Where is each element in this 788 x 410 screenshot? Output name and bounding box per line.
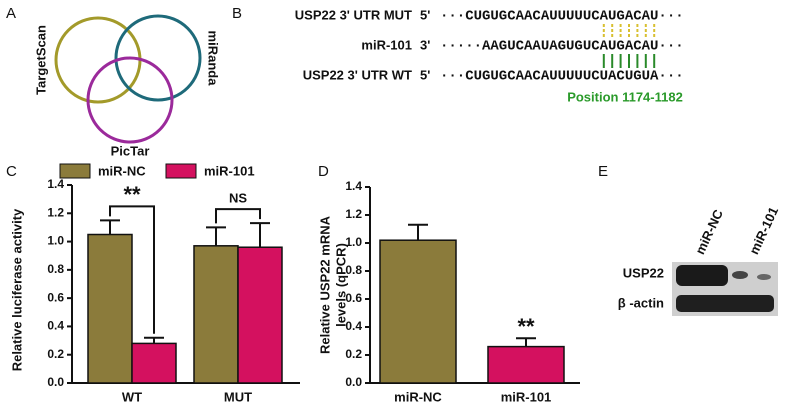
bar xyxy=(237,246,283,384)
y-tick-label: 1.2 xyxy=(47,205,64,219)
position-label: Position 1174-1182 xyxy=(567,89,683,104)
band-label: USP22 xyxy=(623,265,664,280)
sequence-label: USP22 3' UTR WT xyxy=(303,67,412,82)
y-axis-label: Relative USP22 mRNA xyxy=(317,215,332,354)
panel-label: E xyxy=(598,163,608,180)
y-tick-label: 0.4 xyxy=(47,319,64,333)
y-tick-label: 1.4 xyxy=(47,177,64,191)
x-tick-label: WT xyxy=(122,389,142,404)
venn-label: miRanda xyxy=(206,31,221,87)
panel-label: C xyxy=(6,163,17,180)
y-tick-label: 0.0 xyxy=(345,375,362,389)
bar xyxy=(193,245,239,384)
bar xyxy=(379,239,457,384)
sequence-label: miR-101 xyxy=(361,37,412,52)
venn-circle xyxy=(86,56,174,144)
y-tick-label: 0.6 xyxy=(345,291,362,305)
annotation: ** xyxy=(123,182,141,207)
y-tick-label: 1.0 xyxy=(47,234,64,248)
bar xyxy=(87,233,133,384)
sequence-label: USP22 3' UTR MUT xyxy=(295,7,412,22)
lane-label: miR-NC xyxy=(692,207,726,257)
blot-band xyxy=(676,295,774,312)
legend-label: miR-NC xyxy=(98,163,146,178)
blot-band xyxy=(676,265,728,286)
panel-label: D xyxy=(318,163,329,180)
y-axis-label: Relative luciferase activity xyxy=(9,208,24,371)
annotation: NS xyxy=(229,191,247,206)
sequence: ···CUGUGCAACAUUUUUCUACUGUA··· xyxy=(440,69,684,85)
annotation: ** xyxy=(517,314,535,339)
panel-label: B xyxy=(232,5,242,22)
y-tick-label: 0.8 xyxy=(345,263,362,277)
significance-bracket xyxy=(215,208,261,224)
y-tick-label: 0.2 xyxy=(345,347,362,361)
y-tick-label: 0.6 xyxy=(47,290,64,304)
significance-bracket xyxy=(109,205,155,334)
x-tick-label: miR-101 xyxy=(501,389,552,404)
strand-end: 3' xyxy=(420,37,430,52)
y-axis-label: levels (qPCR) xyxy=(333,243,348,327)
blot-band xyxy=(732,271,748,279)
legend-swatch xyxy=(165,163,197,179)
x-tick-label: miR-NC xyxy=(394,389,442,404)
venn-label: TargetScan xyxy=(33,25,48,95)
y-tick-label: 0.2 xyxy=(47,347,64,361)
y-tick-label: 0.4 xyxy=(345,319,362,333)
sequence: ···CUGUGCAACAUUUUUCAUGACAU··· xyxy=(440,9,684,25)
blot-band xyxy=(757,274,771,280)
y-tick-label: 1.0 xyxy=(345,235,362,249)
panel-label: A xyxy=(6,5,16,22)
y-tick-label: 0.8 xyxy=(47,262,64,276)
legend-label: miR-101 xyxy=(204,163,255,178)
bar xyxy=(131,342,177,384)
y-tick-label: 1.4 xyxy=(345,179,362,193)
band-label: β -actin xyxy=(618,295,664,310)
venn-label: PicTar xyxy=(111,143,150,158)
strand-end: 5' xyxy=(420,67,430,82)
x-tick-label: MUT xyxy=(224,389,252,404)
bar xyxy=(487,345,565,384)
y-tick-label: 0.0 xyxy=(47,375,64,389)
sequence: ·····AAGUCAAUAGUGUCAUGACAU··· xyxy=(440,39,684,55)
lane-label: miR-101 xyxy=(746,205,781,257)
legend-swatch xyxy=(59,163,91,179)
strand-end: 5' xyxy=(420,7,430,22)
y-tick-label: 1.2 xyxy=(345,207,362,221)
venn-circle xyxy=(114,14,202,102)
